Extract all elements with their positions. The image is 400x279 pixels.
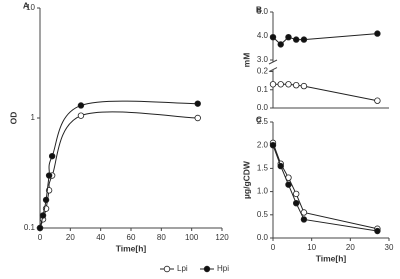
y-tick-label: 0.5 xyxy=(257,210,269,219)
series-line xyxy=(272,142,378,230)
y-tick-label: 3.0 xyxy=(257,55,269,64)
data-point xyxy=(285,81,292,88)
data-point xyxy=(293,36,300,43)
x-tick-label: 0 xyxy=(38,233,43,242)
y-tick-label: 0.2 xyxy=(257,67,269,76)
x-tick-label: 20 xyxy=(346,243,355,252)
x-tick-label: 40 xyxy=(96,233,105,242)
data-point xyxy=(36,224,44,232)
data-point xyxy=(285,34,292,41)
legend-marker xyxy=(203,265,211,273)
panel-label: B xyxy=(256,4,262,14)
axis-break xyxy=(268,59,278,65)
y-tick-label: 0.1 xyxy=(257,85,269,94)
legend-label: Lpi xyxy=(177,264,188,273)
x-tick-label: 60 xyxy=(127,233,136,242)
data-point xyxy=(42,196,50,204)
data-point xyxy=(300,36,308,43)
data-point xyxy=(374,97,381,104)
data-point xyxy=(293,190,300,198)
legend-label: Hpi xyxy=(217,264,229,273)
series-line xyxy=(39,100,198,229)
axis-break xyxy=(268,67,278,72)
x-tick-label: 30 xyxy=(385,243,394,252)
data-point xyxy=(39,212,47,219)
x-axis-title: Time[h] xyxy=(116,243,147,253)
y-tick-label: 2.0 xyxy=(257,140,269,149)
data-point xyxy=(77,102,85,109)
y-tick-label: 0.1 xyxy=(24,223,36,232)
y-axis-title: µg/gCDW xyxy=(241,160,251,199)
data-point xyxy=(293,199,300,207)
y-tick-label: 10 xyxy=(26,3,35,12)
data-point xyxy=(300,82,308,90)
x-tick-label: 100 xyxy=(185,233,199,242)
data-point xyxy=(269,34,277,41)
y-tick-label: 0.0 xyxy=(257,103,269,112)
x-tick-label: 120 xyxy=(215,233,229,242)
legend-marker xyxy=(163,265,171,273)
x-tick-label: 10 xyxy=(307,243,316,252)
y-tick-label: 0.0 xyxy=(257,233,269,242)
data-point xyxy=(194,114,201,122)
data-point xyxy=(48,152,56,160)
y-tick-label: 4.0 xyxy=(257,31,269,40)
data-point xyxy=(374,30,381,37)
y-tick-label: 2.5 xyxy=(257,117,269,126)
data-point xyxy=(293,81,300,89)
data-point xyxy=(269,141,277,149)
data-point xyxy=(277,162,284,170)
data-point xyxy=(277,81,284,88)
series-line xyxy=(272,145,378,232)
y-axis-title: mM xyxy=(241,53,251,68)
x-tick-label: 0 xyxy=(271,243,276,252)
data-point xyxy=(285,181,292,188)
data-point xyxy=(45,172,53,179)
x-axis-title: Time[h] xyxy=(316,253,347,263)
data-point xyxy=(77,112,85,119)
data-point xyxy=(194,100,201,107)
data-point xyxy=(269,81,277,88)
y-tick-label: 1.5 xyxy=(257,164,269,173)
y-tick-label: 1.0 xyxy=(257,187,269,196)
series-line xyxy=(39,111,198,229)
panel-label: A xyxy=(23,0,29,10)
y-tick-label: 1 xyxy=(31,113,36,122)
x-tick-label: 20 xyxy=(66,233,75,242)
y-axis-title: OD xyxy=(8,112,18,125)
x-tick-label: 80 xyxy=(157,233,166,242)
data-point xyxy=(300,216,308,223)
data-point xyxy=(277,41,284,48)
data-point xyxy=(374,227,381,235)
panel-label: C xyxy=(256,114,262,124)
y-tick-label: 5.0 xyxy=(257,7,269,16)
